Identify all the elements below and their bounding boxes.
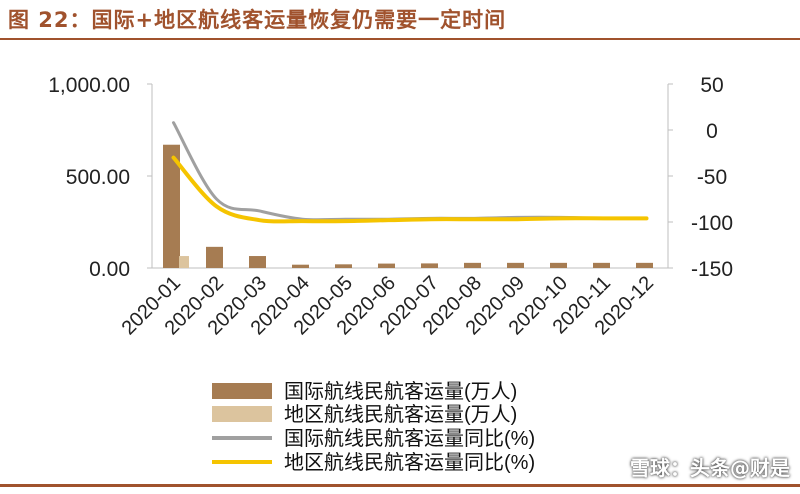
bar-international: [335, 264, 352, 268]
bar-international: [163, 144, 180, 268]
chart-axes: [151, 84, 669, 269]
bar-international: [593, 262, 610, 268]
bar-international: [507, 262, 524, 268]
chart-title: 图 22：国际+地区航线客运量恢复仍需要一定时间: [8, 8, 507, 32]
bar-international: [249, 256, 266, 268]
left-tick-label: 1,000.00: [48, 74, 130, 97]
chart-bars: [163, 144, 653, 268]
legend-swatch: [212, 383, 272, 399]
bar-international: [464, 262, 481, 268]
right-tick-label: -100: [691, 212, 733, 235]
bottom-divider: [0, 484, 800, 487]
right-tick-label: 0: [706, 120, 718, 143]
right-tick-label: -150: [691, 258, 733, 281]
legend-label: 国际航线民航客运量同比(%): [284, 427, 535, 450]
bar-international: [292, 264, 309, 268]
legend-label: 国际航线民航客运量(万人): [284, 380, 517, 403]
right-tick-label: 50: [700, 74, 723, 97]
bar-international: [421, 263, 438, 268]
left-tick-label: 500.00: [66, 166, 130, 189]
chart-legend: 国际航线民航客运量(万人)地区航线民航客运量(万人)国际航线民航客运量同比(%)…: [212, 380, 535, 474]
bar-international: [206, 246, 223, 268]
bar-international: [378, 263, 395, 268]
bar-international: [550, 262, 567, 268]
legend-swatch: [212, 406, 272, 422]
legend-label: 地区航线民航客运量同比(%): [284, 451, 535, 474]
title-divider: [0, 38, 800, 40]
left-tick-label: 0.00: [89, 258, 130, 281]
line-regional-yoy: [171, 155, 649, 224]
chart-lines: [171, 121, 649, 224]
bar-regional: [179, 256, 189, 268]
legend-label: 地区航线民航客运量(万人): [284, 403, 517, 426]
right-tick-label: -50: [697, 166, 727, 189]
bar-international: [636, 262, 653, 268]
line-international-yoy: [172, 121, 648, 222]
watermark: 雪球：头条@财是: [630, 456, 790, 480]
